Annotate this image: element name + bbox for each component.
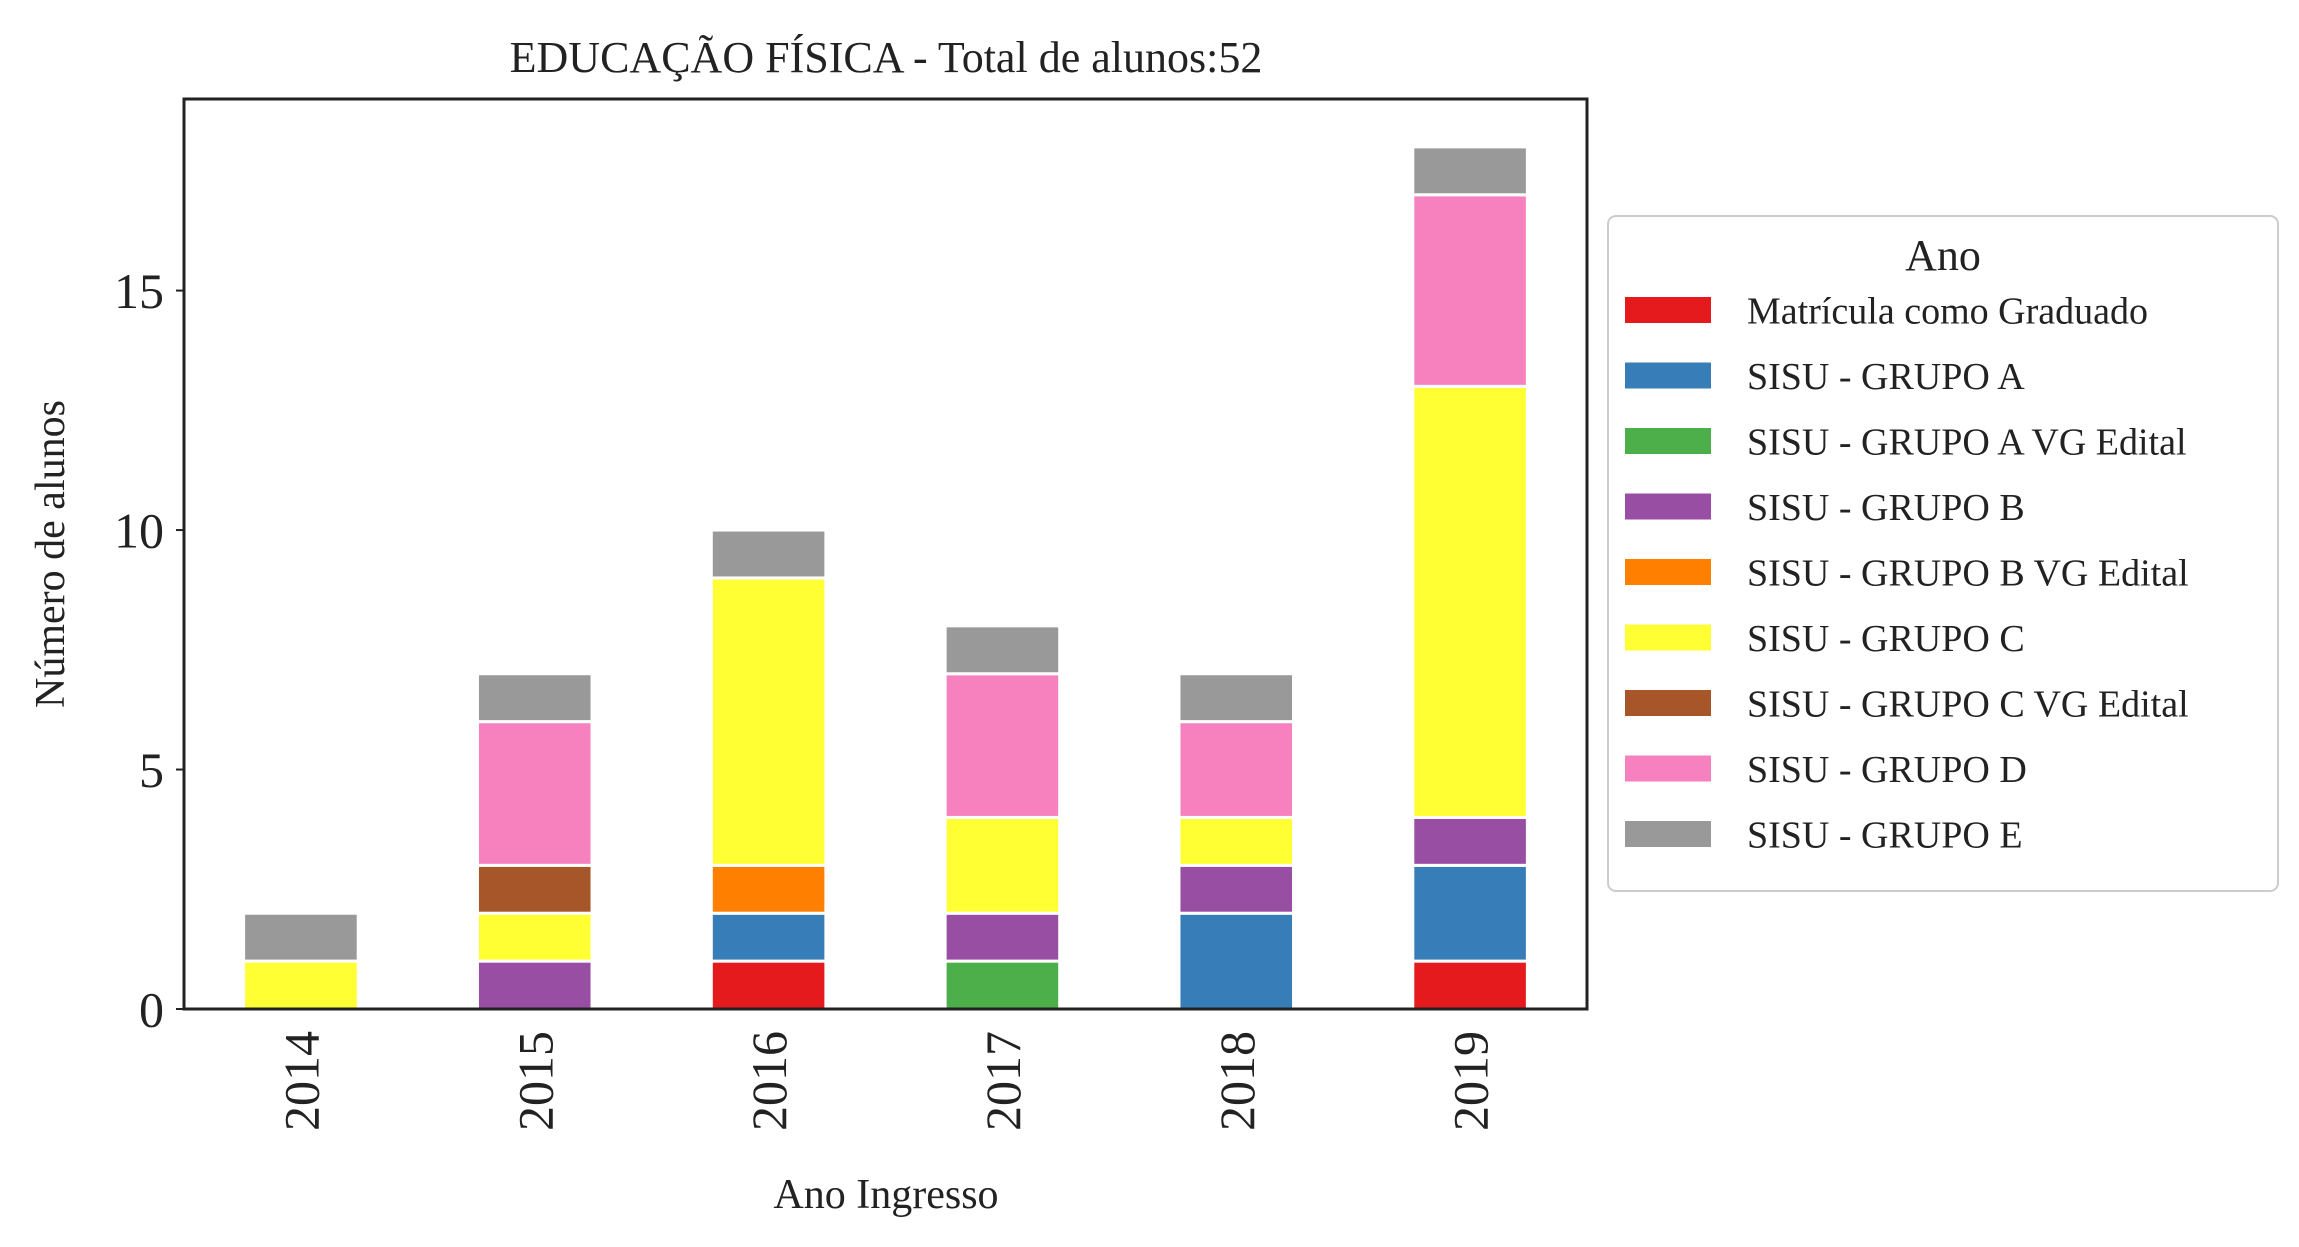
bar-2016-series-0 [709,959,828,1011]
bar-2019-series-5 [1411,384,1529,819]
legend-label-8: SISU - GRUPO E [1747,814,2023,856]
bar-2015-series-6 [475,863,594,915]
legend-title: Ano [1905,231,1981,280]
bar-2019-series-1 [1411,863,1529,963]
bar-2015-series-3 [475,959,594,1011]
x-tick-label-2016: 2016 [741,1031,797,1131]
legend-label-4: SISU - GRUPO B VG Edital [1747,552,2189,594]
bar-2018-series-8 [1177,672,1296,724]
bar-2017-series-7 [943,672,1062,819]
y-tick-label-10: 10 [114,503,164,559]
x-axis-label: Ano Ingresso [773,1172,998,1218]
legend-swatch-1 [1625,362,1711,389]
y-axis-label: Número de alunos [28,400,74,708]
x-tick-label-2019: 2019 [1443,1031,1499,1131]
bar-2019-series-7 [1411,193,1529,388]
bars-group [242,145,1529,1011]
bar-2019-series-0 [1411,959,1529,1011]
legend-swatch-3 [1625,493,1711,520]
legend-label-1: SISU - GRUPO A [1747,356,2025,398]
bar-2018-series-3 [1177,863,1296,915]
bar-2016-series-1 [709,911,828,963]
legend: Ano Matrícula como Graduado SISU - GRUPO … [1607,215,2279,892]
plot-frame [182,97,1589,1011]
chart-title: EDUCAÇÃO FÍSICA - Total de alunos:52 [510,33,1263,82]
y-tick-label-0: 0 [139,982,164,1038]
bar-2017-series-8 [943,624,1062,676]
legend-label-5: SISU - GRUPO C [1747,618,2025,660]
legend-items: Matrícula como Graduado SISU - GRUPO A SIS… [1625,290,2189,856]
legend-swatch-0 [1625,297,1711,323]
bar-2017-series-2 [943,959,1062,1011]
bar-2016-series-4 [709,863,828,915]
legend-frame [1607,215,2279,892]
bar-2018-series-1 [1177,911,1296,1011]
bar-2015-series-7 [475,720,594,867]
y-tick-label-15: 15 [114,263,164,319]
y-tick-label-5: 5 [139,742,164,798]
legend-swatch-4 [1625,559,1711,585]
legend-swatch-5 [1625,624,1711,651]
legend-label-2: SISU - GRUPO A VG Edital [1747,421,2187,463]
x-tick-label-2015: 2015 [507,1031,563,1131]
legend-swatch-6 [1625,690,1711,716]
x-tick-label-2014: 2014 [273,1031,329,1131]
bar-2019-series-8 [1411,145,1529,197]
legend-swatch-2 [1625,428,1711,454]
legend-swatch-7 [1625,755,1711,782]
bar-2017-series-3 [943,911,1062,963]
bar-2018-series-7 [1177,720,1296,819]
bar-2015-series-8 [475,672,594,724]
x-tick-labels: 2014 2015 2016 2017 2018 2019 [273,1031,1498,1131]
bar-2015-series-5 [475,911,594,963]
bar-2016-series-5 [709,576,828,867]
legend-label-3: SISU - GRUPO B [1747,487,2025,529]
bar-2018-series-5 [1177,815,1296,867]
bar-2017-series-5 [943,815,1062,915]
legend-label-6: SISU - GRUPO C VG Edital [1747,683,2189,725]
legend-swatch-8 [1625,821,1711,847]
x-tick-label-2018: 2018 [1209,1031,1265,1131]
bar-2014-series-8 [242,911,360,963]
bar-2014-series-5 [242,959,360,1011]
bar-2016-series-8 [709,528,828,580]
x-tick-label-2017: 2017 [975,1031,1031,1131]
legend-label-0: Matrícula como Graduado [1747,290,2148,332]
legend-label-7: SISU - GRUPO D [1747,749,2027,791]
y-axis-ticks: 0 5 10 15 [114,263,184,1038]
bar-2019-series-3 [1411,815,1529,867]
